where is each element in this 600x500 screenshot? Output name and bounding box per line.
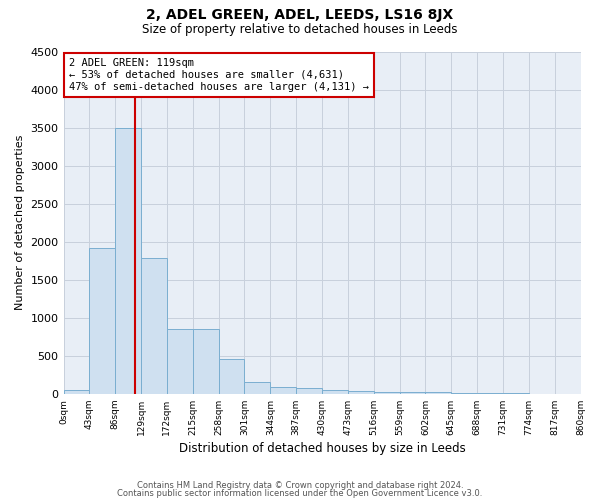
Bar xyxy=(271,387,296,394)
Bar xyxy=(425,392,451,394)
Text: 2 ADEL GREEN: 119sqm
← 53% of detached houses are smaller (4,631)
47% of semi-de: 2 ADEL GREEN: 119sqm ← 53% of detached h… xyxy=(69,58,369,92)
Bar xyxy=(64,390,89,394)
Bar xyxy=(400,392,425,394)
Bar xyxy=(244,382,271,394)
Text: Size of property relative to detached houses in Leeds: Size of property relative to detached ho… xyxy=(142,22,458,36)
Bar xyxy=(218,359,244,394)
Bar xyxy=(374,392,400,394)
X-axis label: Distribution of detached houses by size in Leeds: Distribution of detached houses by size … xyxy=(179,442,466,455)
Bar xyxy=(193,329,218,394)
Y-axis label: Number of detached properties: Number of detached properties xyxy=(15,135,25,310)
Text: Contains HM Land Registry data © Crown copyright and database right 2024.: Contains HM Land Registry data © Crown c… xyxy=(137,481,463,490)
Bar xyxy=(322,390,348,394)
Bar xyxy=(348,391,374,394)
Bar xyxy=(141,258,167,394)
Text: Contains public sector information licensed under the Open Government Licence v3: Contains public sector information licen… xyxy=(118,488,482,498)
Bar xyxy=(167,329,193,394)
Bar xyxy=(451,393,477,394)
Bar xyxy=(89,248,115,394)
Bar xyxy=(115,128,141,394)
Text: 2, ADEL GREEN, ADEL, LEEDS, LS16 8JX: 2, ADEL GREEN, ADEL, LEEDS, LS16 8JX xyxy=(146,8,454,22)
Bar xyxy=(296,388,322,394)
